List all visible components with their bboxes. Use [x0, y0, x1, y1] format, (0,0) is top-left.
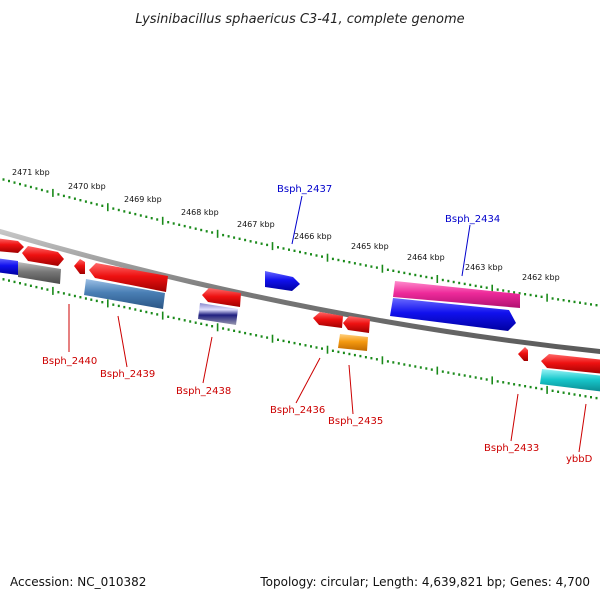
scale-label: 2469 kbp: [124, 195, 162, 204]
gene-feature[interactable]: [390, 298, 516, 331]
gene-label-bsph-2435[interactable]: Bsph_2435: [328, 416, 383, 427]
callout-line: [348, 364, 354, 415]
forward-genes: [0, 238, 520, 331]
gene-feature[interactable]: [265, 271, 300, 291]
callout-line: [202, 336, 213, 384]
gene-feature[interactable]: [541, 354, 600, 374]
accession-label: Accession: NC_010382: [10, 575, 146, 589]
page-title: Lysinibacillus sphaericus C3-41, complet…: [135, 12, 464, 27]
gene-feature[interactable]: [18, 262, 61, 284]
scale-label: 2463 kbp: [465, 263, 503, 272]
gene-label-ybbd[interactable]: ybbD: [566, 454, 593, 465]
scale-label: 2465 kbp: [351, 242, 389, 251]
callout-lines: [68, 195, 587, 453]
topology-label: Topology: circular; Length: 4,639,821 bp…: [259, 575, 590, 589]
gene-label-bsph-2438[interactable]: Bsph_2438: [176, 386, 231, 397]
gene-feature[interactable]: [202, 288, 241, 307]
gene-feature[interactable]: [518, 347, 528, 361]
scale-label: 2468 kbp: [181, 208, 219, 217]
gene-label-bsph-2436[interactable]: Bsph_2436: [270, 405, 325, 416]
gene-label-bsph-2433[interactable]: Bsph_2433: [484, 443, 539, 454]
reverse-genes: [0, 258, 600, 392]
gene-feature[interactable]: [313, 312, 343, 328]
scale-label: 2466 kbp: [294, 232, 332, 241]
callout-line: [291, 195, 303, 245]
gene-feature[interactable]: [540, 369, 600, 392]
genome-backbone: [0, 228, 600, 354]
gene-feature[interactable]: [198, 303, 238, 325]
scale-label: 2464 kbp: [407, 253, 445, 262]
callout-line: [461, 224, 471, 277]
gene-feature[interactable]: [89, 263, 168, 292]
gene-label-bsph-2434[interactable]: Bsph_2434: [445, 214, 500, 225]
scale-label: 2467 kbp: [237, 220, 275, 229]
callout-line: [510, 393, 519, 442]
scale-label: 2462 kbp: [522, 273, 560, 282]
scale-ticks-outer: [2, 178, 598, 307]
gene-feature[interactable]: [84, 279, 165, 309]
gene-feature[interactable]: [393, 281, 520, 308]
callout-line: [295, 357, 321, 404]
scale-ticks-inner: [2, 278, 598, 400]
scale-label: 2471 kbp: [12, 168, 50, 177]
gene-feature[interactable]: [0, 258, 18, 275]
scale-labels: 2471 kbp 2470 kbp 2469 kbp 2468 kbp 2467…: [12, 168, 560, 282]
gene-label-bsph-2440[interactable]: Bsph_2440: [42, 356, 97, 367]
gene-feature[interactable]: [0, 238, 24, 253]
scale-label: 2470 kbp: [68, 182, 106, 191]
callout-line: [117, 315, 128, 368]
gene-label-bsph-2437[interactable]: Bsph_2437: [277, 184, 332, 195]
gene-label-bsph-2439[interactable]: Bsph_2439: [100, 369, 155, 380]
gene-feature[interactable]: [22, 246, 64, 266]
gene-feature[interactable]: [338, 334, 368, 351]
gene-feature[interactable]: [343, 316, 370, 333]
callout-line: [578, 403, 587, 453]
gene-feature[interactable]: [74, 259, 85, 274]
